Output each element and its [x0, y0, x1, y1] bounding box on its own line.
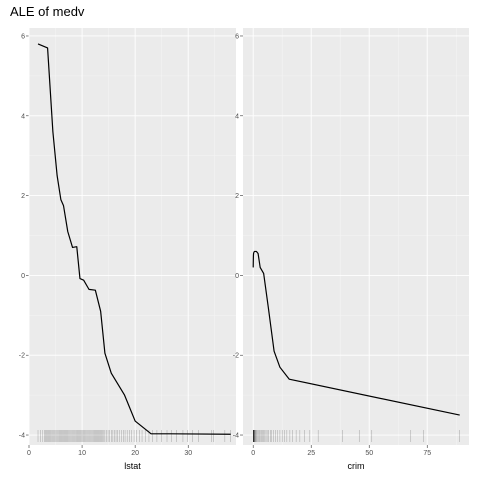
x-axis-title: lstat [124, 461, 141, 471]
x-axis-title: crim [348, 461, 365, 471]
y-tick-label: 6 [235, 33, 239, 40]
y-tick-label: -2 [19, 353, 25, 360]
y-tick-label: 4 [21, 113, 25, 120]
x-tick-label: 75 [423, 450, 431, 457]
y-tick-label: -4 [19, 433, 25, 440]
y-tick-label: -2 [233, 353, 239, 360]
y-tick-label: -4 [233, 433, 239, 440]
panel-crim: -4 -2 0 2 4 6 0 25 50 75 crim [233, 28, 469, 471]
chart-title: ALE of medv [10, 4, 85, 19]
x-tick-label: 20 [131, 450, 139, 457]
ale-series-line [252, 250, 460, 416]
y-tick-label: 0 [235, 273, 239, 280]
x-tick-label: 10 [78, 450, 86, 457]
x-tick-label: 50 [365, 450, 373, 457]
y-tick-label: 4 [235, 113, 239, 120]
x-tick-label: 0 [251, 450, 255, 457]
chart-panels: -4 -2 0 2 4 6 0 10 20 30 lstat -4 -2 0 2 4 6 0 25 50 75 crim [19, 28, 469, 471]
x-tick-label: 0 [27, 450, 31, 457]
y-tick-label: 2 [235, 193, 239, 200]
x-tick-label: 30 [184, 450, 192, 457]
x-tick-label: 25 [307, 450, 315, 457]
y-tick-label: 2 [21, 193, 25, 200]
panel-background [243, 28, 469, 445]
ale-series-line [37, 43, 231, 435]
y-tick-label: 6 [21, 33, 25, 40]
y-tick-label: 0 [21, 273, 25, 280]
panel-background [29, 28, 236, 445]
